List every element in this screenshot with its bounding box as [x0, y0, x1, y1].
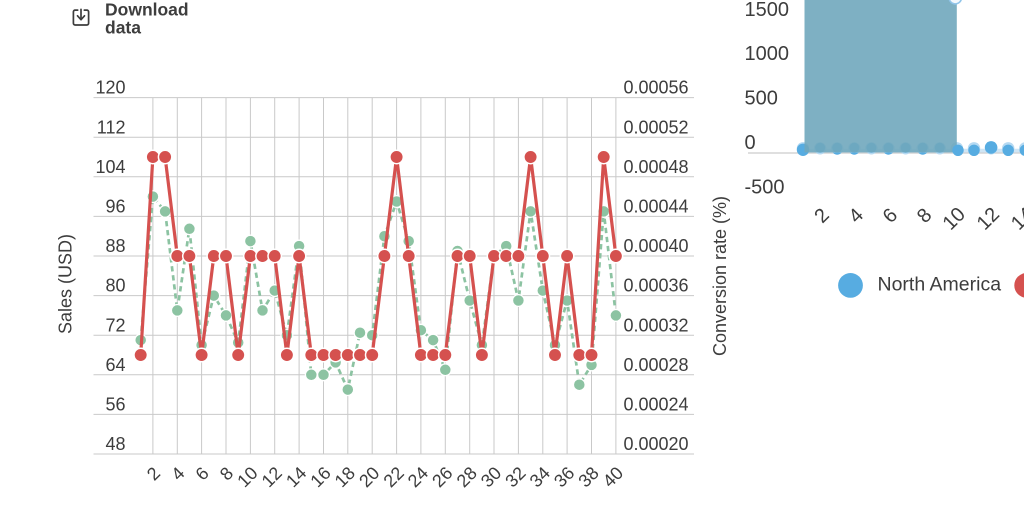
svg-text:56: 56: [105, 395, 125, 415]
svg-text:104: 104: [95, 157, 125, 177]
svg-text:0.00048: 0.00048: [624, 157, 689, 177]
svg-text:Sales (USD): Sales (USD): [56, 234, 76, 334]
svg-text:96: 96: [105, 197, 125, 217]
svg-text:0.00052: 0.00052: [624, 117, 689, 137]
svg-text:72: 72: [105, 315, 125, 335]
svg-text:0.00028: 0.00028: [624, 355, 689, 375]
svg-text:Conversion rate (%): Conversion rate (%): [710, 196, 730, 356]
svg-text:48: 48: [105, 434, 125, 454]
svg-text:64: 64: [105, 355, 125, 375]
svg-text:500: 500: [745, 88, 778, 110]
svg-text:0.00032: 0.00032: [624, 315, 689, 335]
svg-text:0.00040: 0.00040: [624, 236, 689, 256]
svg-text:0.00056: 0.00056: [624, 78, 689, 98]
svg-text:0: 0: [745, 132, 756, 154]
svg-text:North America: North America: [878, 274, 1002, 296]
svg-text:88: 88: [105, 236, 125, 256]
svg-text:Download: Download: [105, 0, 189, 19]
svg-text:0.00044: 0.00044: [624, 197, 689, 217]
svg-text:80: 80: [105, 276, 125, 296]
svg-text:1500: 1500: [745, 0, 790, 21]
svg-text:0.00036: 0.00036: [624, 276, 689, 296]
svg-text:0.00020: 0.00020: [624, 434, 689, 454]
svg-text:1000: 1000: [745, 43, 790, 65]
svg-text:112: 112: [97, 117, 126, 137]
svg-text:data: data: [105, 17, 141, 37]
svg-text:-500: -500: [745, 176, 785, 198]
svg-text:120: 120: [95, 78, 125, 98]
svg-text:0.00024: 0.00024: [624, 395, 689, 415]
